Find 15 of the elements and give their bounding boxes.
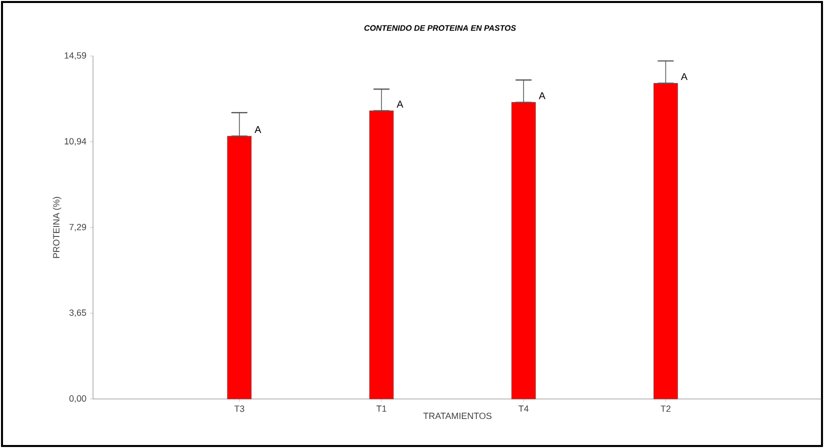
y-tick-label: 14,59 [64,52,86,60]
y-axis-title: PROTEINA (%) [52,196,62,258]
annotation: A [538,92,546,100]
annotation: A [254,126,262,133]
y-tick-label: 0,00 [69,395,86,403]
x-tick-label: T3 [234,406,244,412]
y-tick-label: 7,29 [69,224,86,232]
x-tick-label: T1 [376,406,386,412]
x-tick-label: T2 [660,406,670,412]
annotation: A [396,100,404,108]
x-axis-title: TRATAMIENTOS [423,412,492,420]
y-tick-label: 3,65 [69,309,86,317]
annotation: A [680,73,688,80]
x-tick-label: T4 [518,406,529,412]
y-tick-label: 10,94 [64,138,86,146]
